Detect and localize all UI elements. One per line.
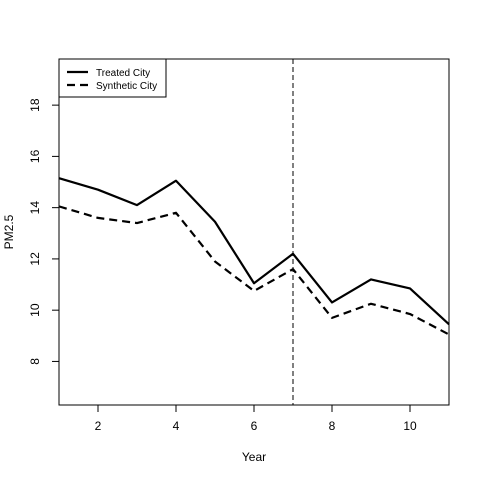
y-tick-label: 12 (28, 252, 42, 266)
x-axis: 2 4 6 8 10 (95, 404, 417, 433)
x-tick-label: 4 (173, 419, 180, 433)
legend-label-treated-city: Treated City (96, 68, 150, 79)
legend-label-synthetic-city: Synthetic City (96, 81, 157, 92)
y-tick-label: 14 (28, 201, 42, 215)
x-tick-label: 8 (329, 419, 336, 433)
series-line-treated-city (58, 177, 450, 326)
y-tick-label: 18 (28, 98, 42, 112)
y-axis: 8 10 12 14 16 18 (28, 98, 60, 365)
x-tick-label: 10 (403, 419, 417, 433)
y-tick-label: 8 (28, 358, 42, 365)
series-line-synthetic-city (58, 205, 450, 336)
plot-frame (58, 58, 450, 406)
y-axis-label: PM2.5 (2, 214, 16, 249)
x-tick-label: 2 (95, 419, 102, 433)
y-tick-label: 10 (28, 303, 42, 317)
x-axis-label: Year (242, 450, 266, 464)
y-tick-label: 16 (28, 149, 42, 163)
legend: Treated City Synthetic City (58, 58, 167, 98)
legend-box (58, 58, 167, 98)
x-tick-label: 6 (251, 419, 258, 433)
